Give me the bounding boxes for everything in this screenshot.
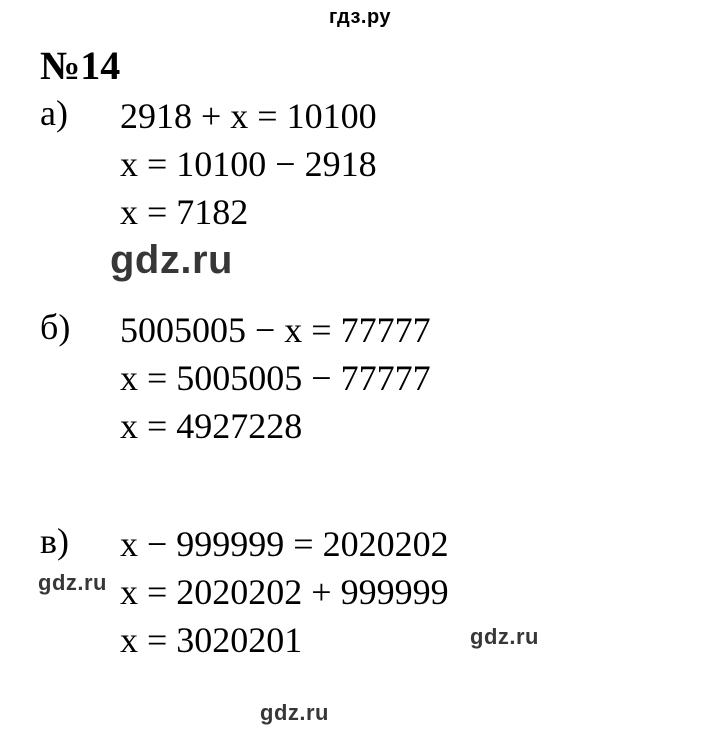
- watermark-text: gdz.ru: [38, 570, 107, 596]
- part-c-lines: x − 999999 = 2020202 x = 2020202 + 99999…: [120, 520, 449, 664]
- watermark-text: gdz.ru: [260, 700, 329, 726]
- equation-line: x = 7182: [120, 188, 377, 236]
- part-b-label: б): [40, 306, 70, 348]
- equation-line: 2918 + x = 10100: [120, 92, 377, 140]
- part-a-lines: 2918 + x = 10100 x = 10100 − 2918 x = 71…: [120, 92, 377, 236]
- equation-line: x = 2020202 + 999999: [120, 568, 449, 616]
- equation-line: 5005005 − x = 77777: [120, 306, 431, 354]
- problem-number: №14: [40, 42, 120, 89]
- watermark-text: gdz.ru: [110, 238, 233, 283]
- equation-line: x − 999999 = 2020202: [120, 520, 449, 568]
- equation-line: x = 10100 − 2918: [120, 140, 377, 188]
- equation-line: x = 5005005 − 77777: [120, 354, 431, 402]
- part-a-label: а): [40, 92, 68, 134]
- part-b-lines: 5005005 − x = 77777 x = 5005005 − 77777 …: [120, 306, 431, 450]
- equation-line: x = 3020201: [120, 616, 449, 664]
- site-header: гдз.ру: [0, 6, 720, 29]
- equation-line: x = 4927228: [120, 402, 431, 450]
- part-c-label: в): [40, 520, 69, 562]
- watermark-text: gdz.ru: [470, 624, 539, 650]
